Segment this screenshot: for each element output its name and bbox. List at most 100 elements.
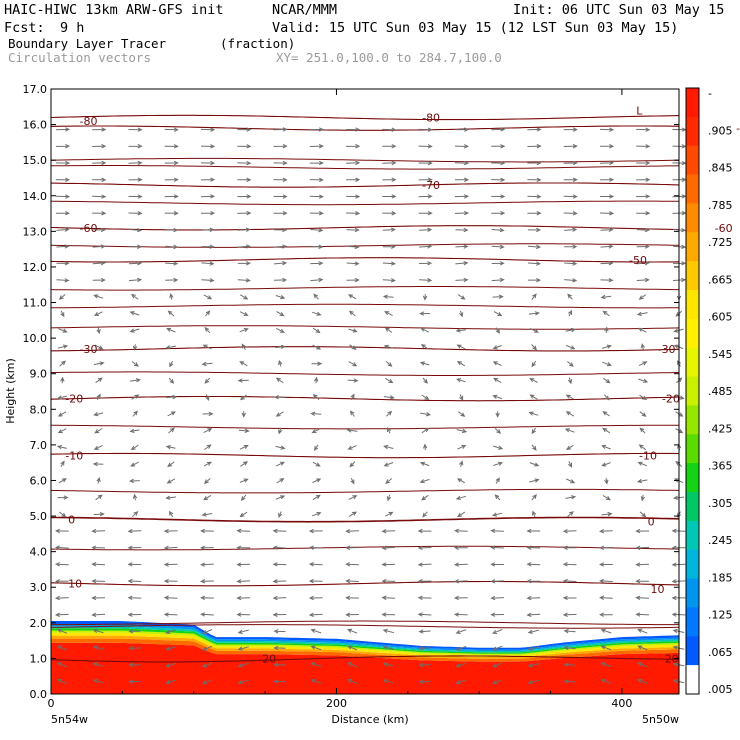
header-title: HAIC-HIWC 13km ARW-GFS init — [4, 2, 223, 18]
vector-arrow — [494, 494, 501, 501]
vector-arrow — [495, 411, 500, 418]
vector-arrow — [490, 579, 504, 584]
vector-arrow — [272, 612, 287, 617]
vector-arrow — [309, 177, 324, 182]
vector-arrow — [131, 394, 140, 400]
vector-arrow — [350, 477, 355, 485]
vector-arrow — [459, 460, 464, 467]
vector-arrow — [603, 394, 610, 401]
vector-arrow — [314, 376, 319, 384]
vector-arrow — [636, 127, 651, 132]
vector-arrow — [273, 679, 286, 684]
vector-arrow — [381, 612, 396, 617]
y-tick-label: 0.0 — [30, 688, 48, 701]
vector-arrow — [418, 646, 431, 651]
vector-arrow — [60, 376, 65, 384]
vector-arrow — [92, 662, 104, 667]
x-axis: 0 200 400 — [48, 89, 632, 710]
vector-arrow — [127, 595, 142, 601]
vector-arrow — [167, 310, 175, 317]
colorbar-swatch — [686, 665, 699, 695]
vector-arrow — [636, 227, 650, 233]
colorbar-swatch — [686, 203, 699, 233]
contour-line — [50, 452, 680, 459]
vector-arrow — [273, 160, 288, 166]
vector-arrow — [455, 495, 467, 500]
vector-arrow — [204, 326, 211, 334]
plot-frame — [50, 88, 680, 695]
vector-arrow — [418, 144, 433, 149]
vector-arrow — [94, 428, 103, 434]
vector-arrow — [164, 194, 179, 199]
vector-arrow — [531, 444, 537, 451]
vector-arrow — [457, 294, 466, 300]
vector-arrow — [92, 678, 104, 684]
vector-arrow — [312, 344, 322, 350]
vector-arrow — [490, 562, 505, 567]
vector-arrow — [599, 562, 613, 567]
contour-line — [50, 286, 679, 291]
vector-arrow — [237, 227, 251, 232]
vector-arrow — [312, 511, 322, 517]
vector-arrow — [128, 194, 143, 199]
vector-arrow — [531, 293, 537, 300]
vector-arrow — [239, 361, 248, 367]
vector-arrow — [347, 378, 359, 383]
vector-arrow — [346, 244, 360, 250]
vector-arrow — [273, 277, 288, 283]
vector-arrow — [453, 579, 468, 584]
colorbar-label: .785 — [708, 199, 733, 212]
vector-arrow — [127, 528, 142, 534]
vector-arrow — [382, 211, 397, 216]
vector-arrow — [457, 511, 466, 518]
vector-arrow — [310, 261, 324, 266]
vector-arrow — [56, 227, 70, 232]
vector-arrow — [200, 160, 216, 166]
vector-arrow — [600, 678, 612, 684]
vector-arrow — [310, 277, 324, 283]
y-axis-label: Height (km) — [4, 358, 17, 424]
vector-arrow — [312, 494, 321, 501]
vector-arrow — [637, 645, 648, 651]
vector-arrow — [495, 477, 500, 484]
vector-label: Circulation vectors — [8, 50, 151, 65]
vector-arrow — [491, 210, 506, 216]
vector-arrow — [527, 211, 542, 216]
vector-arrow — [346, 127, 361, 132]
vector-arrow — [130, 461, 139, 467]
vector-arrow — [130, 444, 139, 451]
vector-arrow — [308, 578, 323, 584]
vector-arrow — [163, 545, 178, 551]
vector-arrow — [165, 345, 176, 350]
vector-arrow — [132, 510, 139, 518]
vector-arrow — [562, 578, 577, 584]
colorbar-swatch — [686, 434, 699, 464]
tracer-band-3 — [51, 632, 679, 657]
vector-arrow — [600, 194, 615, 199]
vector-arrow — [237, 194, 252, 199]
vector-arrow — [567, 511, 574, 518]
vector-arrow — [562, 562, 577, 567]
vector-arrow — [459, 310, 464, 318]
vector-arrow — [421, 394, 430, 401]
contour-label: -20 — [662, 393, 680, 406]
contour-line — [50, 580, 680, 587]
vector-arrow — [529, 394, 538, 400]
vector-arrow — [636, 194, 651, 199]
vector-arrow — [54, 612, 69, 617]
vector-arrow — [96, 476, 101, 484]
contour-label: -80 — [80, 115, 98, 128]
vector-arrow — [93, 444, 103, 450]
vector-arrow — [453, 612, 468, 617]
vector-arrow — [604, 478, 609, 485]
vector-arrow — [455, 277, 469, 283]
vector-arrow — [531, 494, 537, 501]
vector-arrow — [239, 294, 249, 300]
vector-arrow — [453, 595, 468, 601]
vector-arrow — [92, 277, 106, 283]
vector-arrow — [563, 662, 576, 667]
vector-arrow — [636, 211, 651, 216]
y-axis: 0.0 1.0 2.0 3.0 4.0 5.0 6.0 7.0 8.0 9.0 10.0 11.0 12… — [23, 83, 679, 701]
vector-arrow — [492, 629, 503, 634]
vector-arrow — [635, 595, 650, 600]
